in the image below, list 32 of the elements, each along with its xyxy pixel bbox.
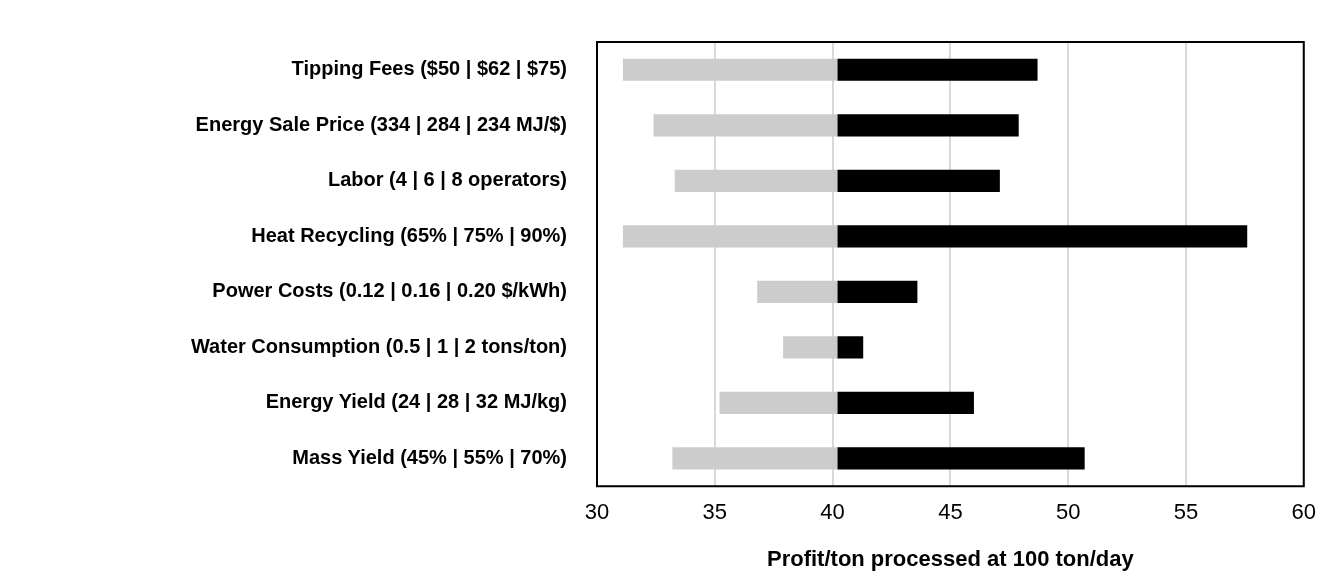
- bar: [837, 280, 918, 303]
- y-tick-label: Energy Sale Price (334 | 284 | 234 MJ/$): [195, 112, 567, 135]
- x-tick-label: 30: [584, 499, 610, 525]
- bar: [837, 58, 1038, 81]
- x-tick-label: 50: [1055, 499, 1081, 525]
- bar: [674, 169, 838, 192]
- y-tick-label: Water Consumption (0.5 | 1 | 2 tons/ton): [190, 334, 567, 357]
- y-tick-label: Mass Yield (45% | 55% | 70%): [292, 445, 567, 468]
- bar: [653, 114, 838, 137]
- x-tick-label: 40: [820, 499, 845, 525]
- bar: [837, 447, 1085, 470]
- y-tick-label: Tipping Fees ($50 | $62 | $75): [291, 57, 567, 80]
- y-tick-label: Heat Recycling (65% | 75% | 90%): [251, 223, 567, 246]
- x-tick-label: 55: [1173, 499, 1199, 525]
- bar: [622, 225, 838, 248]
- x-axis-title: Profit/ton processed at 100 ton/day: [767, 545, 1135, 571]
- bar: [837, 169, 1000, 192]
- bar: [622, 58, 838, 81]
- bar: [837, 114, 1019, 137]
- bar: [837, 391, 974, 415]
- y-tick-label: Power Costs (0.12 | 0.16 | 0.20 $/kWh): [212, 279, 567, 302]
- bar: [757, 280, 838, 303]
- x-tick-label: 60: [1291, 499, 1317, 525]
- y-tick-label: Energy Yield (24 | 28 | 32 MJ/kg): [265, 390, 567, 413]
- bar: [837, 336, 864, 359]
- bar: [719, 391, 838, 415]
- x-tick-label: 35: [702, 499, 728, 525]
- y-tick-label: Labor (4 | 6 | 8 operators): [327, 168, 567, 191]
- bar: [672, 447, 838, 470]
- x-tick-label: 45: [938, 499, 963, 525]
- bar: [783, 336, 838, 359]
- bar: [837, 225, 1248, 248]
